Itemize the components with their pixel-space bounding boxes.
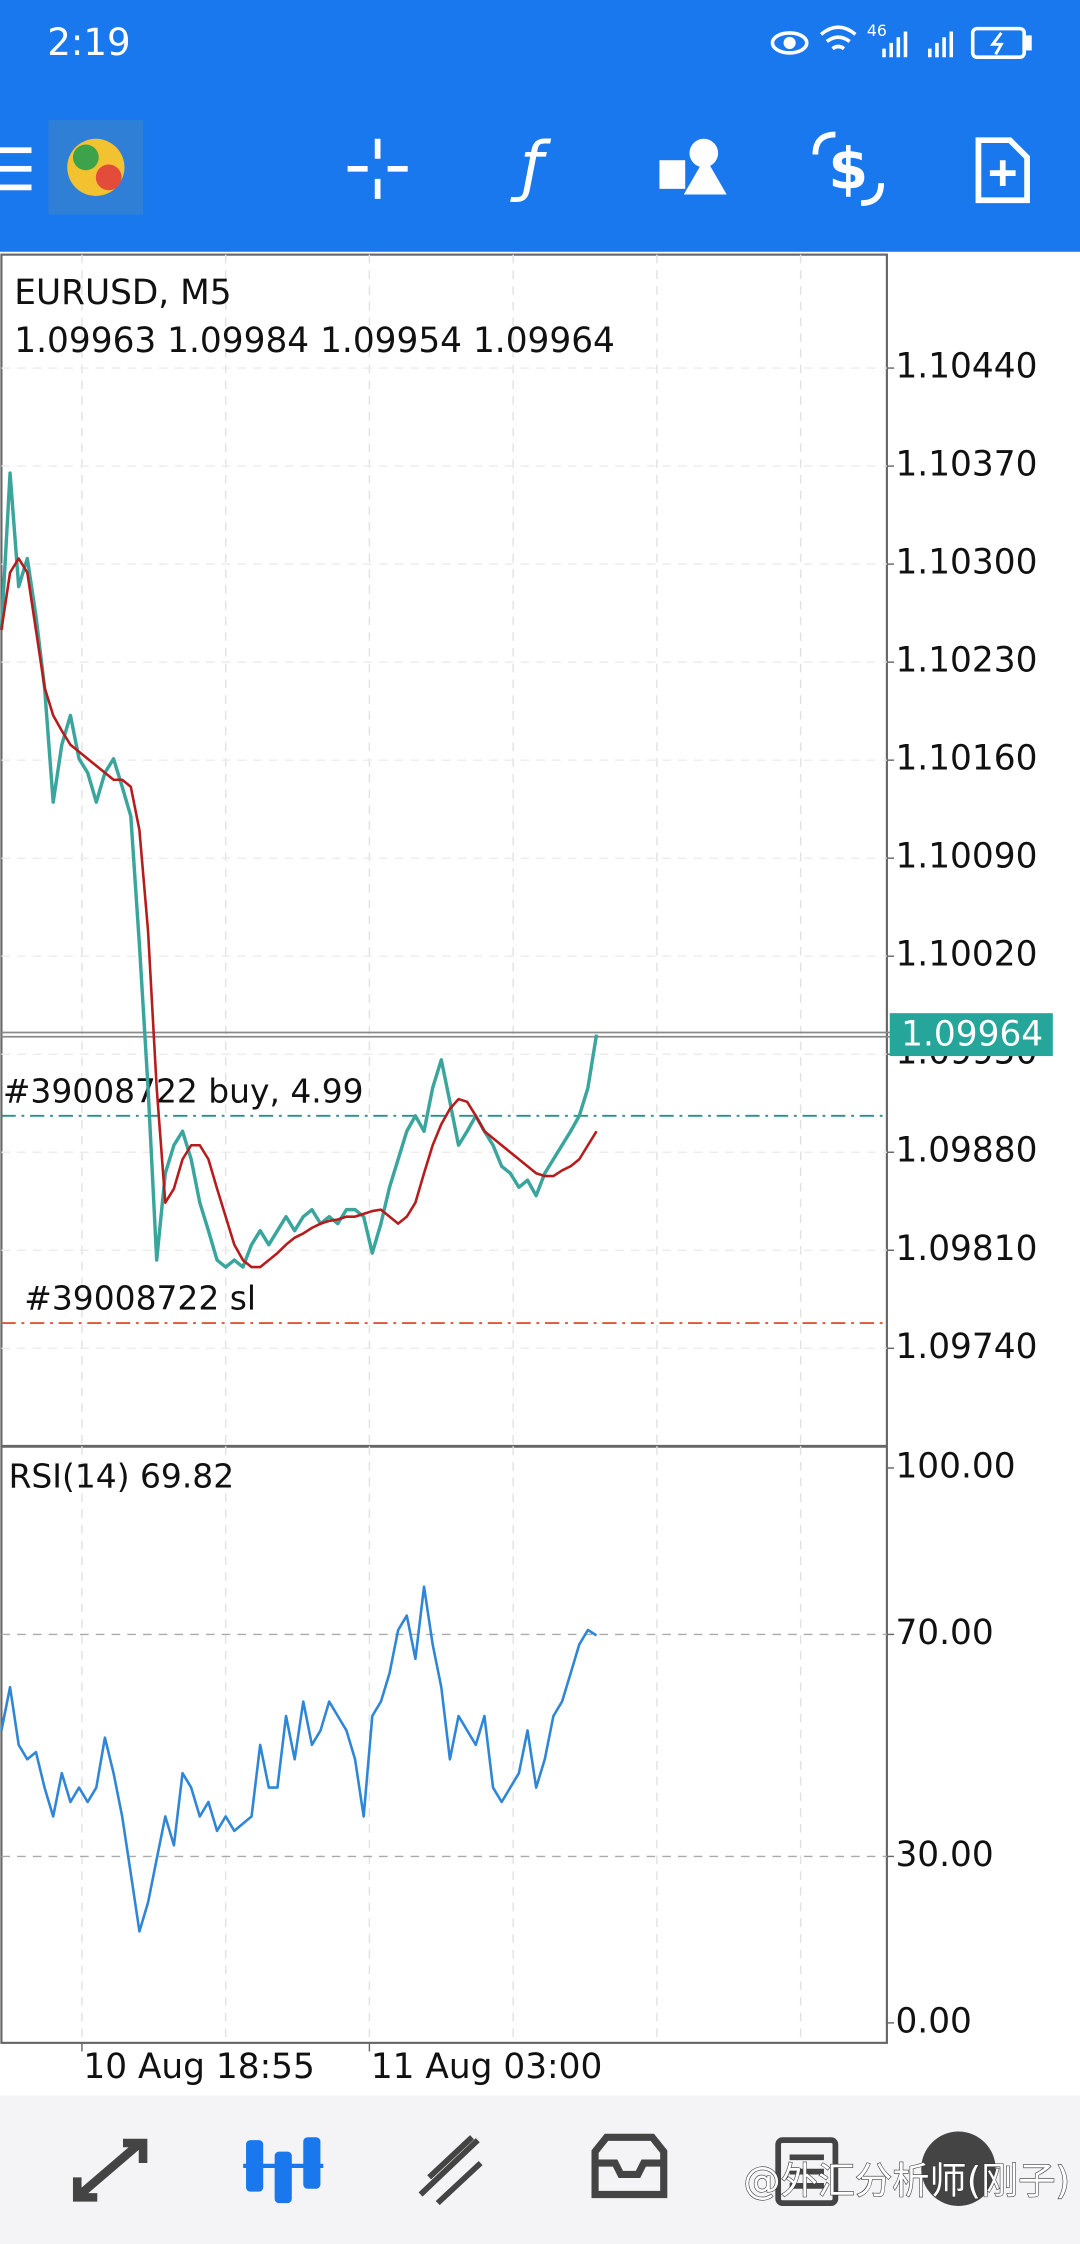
- series-line: [0, 471, 599, 1269]
- y-tick-label: 1.10090: [895, 837, 1037, 877]
- series-line: [0, 1585, 598, 1933]
- order-label: #39008722 buy, 4.99: [3, 1071, 364, 1110]
- y-tick-label: 1.09740: [895, 1327, 1037, 1367]
- series-line: [0, 557, 598, 1269]
- ohlc-value: 1.09984: [167, 320, 309, 360]
- app-bar: [0, 0, 1080, 252]
- x-tick-label: 11 Aug 03:00: [371, 2047, 602, 2087]
- y-tick-label: 100.00: [895, 1446, 1015, 1486]
- price-badge: [889, 1013, 1053, 1057]
- order-label: #39008722 sl: [24, 1279, 256, 1318]
- bottom-nav: [0, 2095, 1080, 2244]
- svg-text:$: $: [828, 137, 868, 203]
- y-tick-label: 1.10440: [895, 347, 1037, 387]
- menu-button[interactable]: [0, 147, 32, 191]
- y-tick-label: 70.00: [895, 1613, 993, 1653]
- ohlc-value: 1.09963: [14, 320, 156, 360]
- status-icons: [770, 25, 1032, 60]
- news-tab[interactable]: [775, 2137, 839, 2206]
- y-tick-label: 1.09880: [895, 1131, 1037, 1171]
- y-tick-label: 1.09810: [895, 1229, 1037, 1269]
- chart-title: EURUSD, M5: [14, 273, 231, 313]
- quotes-tab[interactable]: [72, 2138, 148, 2202]
- network-type: 46: [867, 21, 887, 40]
- app-logo[interactable]: [48, 120, 144, 215]
- watermark: @外汇分析师(刚子): [743, 2159, 1070, 2203]
- chart-frame: [0, 253, 888, 2044]
- trade-button[interactable]: $: [812, 131, 885, 207]
- y-tick-label: 0.00: [895, 2001, 971, 2041]
- objects-button[interactable]: [659, 138, 727, 195]
- y-tick-label: 1.10370: [895, 445, 1037, 485]
- history-tab[interactable]: [591, 2133, 668, 2199]
- settings-tab[interactable]: [921, 2131, 996, 2206]
- ohlc-value: 1.09964: [473, 320, 615, 360]
- crosshair-button[interactable]: [347, 138, 408, 199]
- x-tick-label: 10 Aug 18:55: [83, 2047, 314, 2087]
- chart-layer: 1.10440 1.10370 1.10300 1.10230 1.10160 1.100…: [0, 254, 1053, 2087]
- chart-tab[interactable]: [243, 2137, 324, 2204]
- y-tick-label: 1.10160: [895, 739, 1037, 779]
- price-badge-label: 1.09964: [901, 1015, 1043, 1055]
- y-tick-label: 30.00: [895, 1835, 993, 1875]
- y-tick-label: 1.10300: [895, 543, 1037, 583]
- ohlc-values: 1.09963 1.09984 1.09954 1.09964: [14, 320, 615, 360]
- y-tick-label: 1.10020: [895, 935, 1037, 975]
- y-tick-label: 1.10230: [895, 641, 1037, 681]
- trade-tab[interactable]: [418, 2135, 483, 2206]
- indicator-title: RSI(14) 69.82: [9, 1456, 235, 1495]
- status-time: 2:19: [47, 20, 131, 64]
- ohlc-value: 1.09954: [320, 320, 462, 360]
- new-order-button[interactable]: [975, 137, 1030, 204]
